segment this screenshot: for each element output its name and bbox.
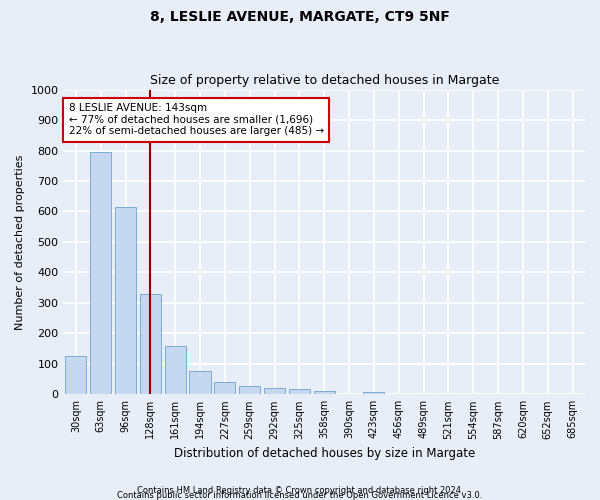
- Bar: [115, 207, 136, 394]
- Bar: [314, 392, 335, 394]
- Y-axis label: Number of detached properties: Number of detached properties: [15, 154, 25, 330]
- Bar: [239, 386, 260, 394]
- Text: 8 LESLIE AVENUE: 143sqm
← 77% of detached houses are smaller (1,696)
22% of semi: 8 LESLIE AVENUE: 143sqm ← 77% of detache…: [68, 104, 324, 136]
- Bar: [289, 389, 310, 394]
- Bar: [264, 388, 285, 394]
- Bar: [140, 294, 161, 394]
- Title: Size of property relative to detached houses in Margate: Size of property relative to detached ho…: [149, 74, 499, 87]
- Bar: [364, 392, 385, 394]
- Text: 8, LESLIE AVENUE, MARGATE, CT9 5NF: 8, LESLIE AVENUE, MARGATE, CT9 5NF: [150, 10, 450, 24]
- Text: Contains HM Land Registry data © Crown copyright and database right 2024.: Contains HM Land Registry data © Crown c…: [137, 486, 463, 495]
- Bar: [65, 356, 86, 395]
- Bar: [164, 346, 186, 395]
- X-axis label: Distribution of detached houses by size in Margate: Distribution of detached houses by size …: [173, 447, 475, 460]
- Text: Contains public sector information licensed under the Open Government Licence v3: Contains public sector information licen…: [118, 491, 482, 500]
- Bar: [214, 382, 235, 394]
- Bar: [90, 152, 111, 394]
- Bar: [190, 370, 211, 394]
